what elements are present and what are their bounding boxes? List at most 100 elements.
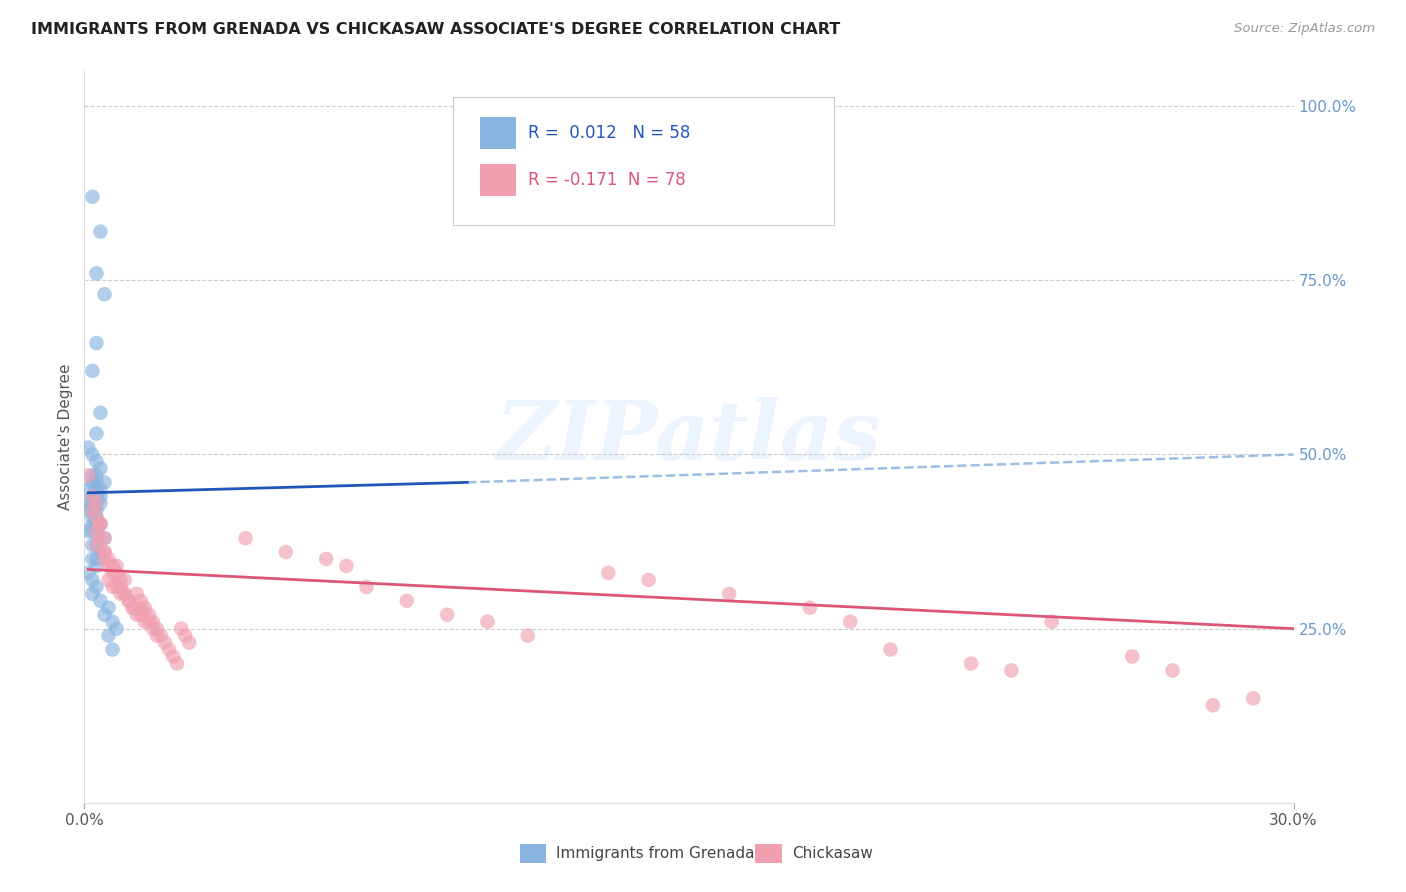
- Point: [1202, 698, 1225, 713]
- Point: [82, 503, 104, 517]
- Point: [138, 607, 160, 622]
- Point: [86, 475, 108, 490]
- Point: [93, 531, 115, 545]
- Point: [82, 489, 104, 503]
- Point: [86, 510, 108, 524]
- Point: [101, 580, 124, 594]
- Point: [839, 615, 862, 629]
- Point: [153, 635, 176, 649]
- Point: [77, 441, 100, 455]
- Text: ZIPatlas: ZIPatlas: [496, 397, 882, 477]
- FancyBboxPatch shape: [453, 97, 834, 225]
- Point: [86, 580, 108, 594]
- Point: [89, 517, 111, 532]
- Point: [395, 594, 418, 608]
- Text: R = -0.171  N = 78: R = -0.171 N = 78: [529, 170, 686, 188]
- Point: [82, 468, 104, 483]
- Point: [86, 538, 108, 552]
- Point: [86, 454, 108, 468]
- Bar: [479, 117, 516, 149]
- Point: [1121, 649, 1143, 664]
- Text: R =  0.012   N = 58: R = 0.012 N = 58: [529, 124, 690, 142]
- Point: [82, 364, 104, 378]
- Point: [89, 517, 111, 532]
- Point: [718, 587, 741, 601]
- Point: [82, 448, 104, 462]
- Point: [114, 587, 136, 601]
- Point: [89, 461, 111, 475]
- Point: [82, 517, 104, 532]
- Point: [125, 587, 148, 601]
- Point: [598, 566, 620, 580]
- Point: [142, 622, 165, 636]
- Point: [86, 266, 108, 280]
- Point: [134, 607, 156, 622]
- Point: [105, 566, 128, 580]
- Point: [149, 629, 172, 643]
- Point: [93, 287, 115, 301]
- Text: Immigrants from Grenada: Immigrants from Grenada: [555, 846, 755, 861]
- Point: [86, 538, 108, 552]
- Point: [93, 545, 115, 559]
- Point: [110, 573, 132, 587]
- Point: [179, 635, 201, 649]
- Point: [315, 552, 337, 566]
- Point: [86, 510, 108, 524]
- Point: [110, 587, 132, 601]
- Point: [86, 503, 108, 517]
- Point: [121, 600, 143, 615]
- Point: [82, 510, 104, 524]
- Point: [82, 503, 104, 517]
- Point: [105, 558, 128, 573]
- Point: [86, 483, 108, 497]
- Point: [166, 657, 188, 671]
- Point: [146, 629, 169, 643]
- Point: [125, 607, 148, 622]
- Text: Source: ZipAtlas.com: Source: ZipAtlas.com: [1234, 22, 1375, 36]
- Point: [162, 649, 184, 664]
- Point: [274, 545, 297, 559]
- Point: [170, 622, 193, 636]
- Point: [86, 426, 108, 441]
- Point: [86, 496, 108, 510]
- Point: [77, 483, 100, 497]
- Point: [86, 524, 108, 538]
- Point: [1161, 664, 1184, 678]
- Point: [1040, 615, 1063, 629]
- Point: [86, 468, 108, 483]
- Point: [77, 566, 100, 580]
- Point: [89, 225, 111, 239]
- Point: [114, 573, 136, 587]
- Point: [82, 489, 104, 503]
- Point: [129, 594, 152, 608]
- Point: [77, 496, 100, 510]
- Point: [93, 531, 115, 545]
- Point: [86, 496, 108, 510]
- Point: [477, 615, 499, 629]
- Point: [82, 587, 104, 601]
- Point: [335, 558, 357, 573]
- Point: [356, 580, 378, 594]
- Point: [157, 642, 180, 657]
- Point: [516, 629, 538, 643]
- Bar: [479, 163, 516, 195]
- Point: [82, 524, 104, 538]
- Point: [114, 587, 136, 601]
- Point: [110, 580, 132, 594]
- Point: [89, 517, 111, 532]
- Point: [105, 622, 128, 636]
- Bar: [520, 844, 547, 863]
- Point: [93, 552, 115, 566]
- Point: [86, 517, 108, 532]
- Point: [129, 600, 152, 615]
- Point: [77, 503, 100, 517]
- Point: [174, 629, 197, 643]
- Point: [86, 336, 108, 351]
- Point: [121, 600, 143, 615]
- Point: [97, 629, 120, 643]
- Point: [82, 496, 104, 510]
- Point: [118, 594, 141, 608]
- Point: [142, 615, 165, 629]
- Point: [637, 573, 659, 587]
- Point: [93, 545, 115, 559]
